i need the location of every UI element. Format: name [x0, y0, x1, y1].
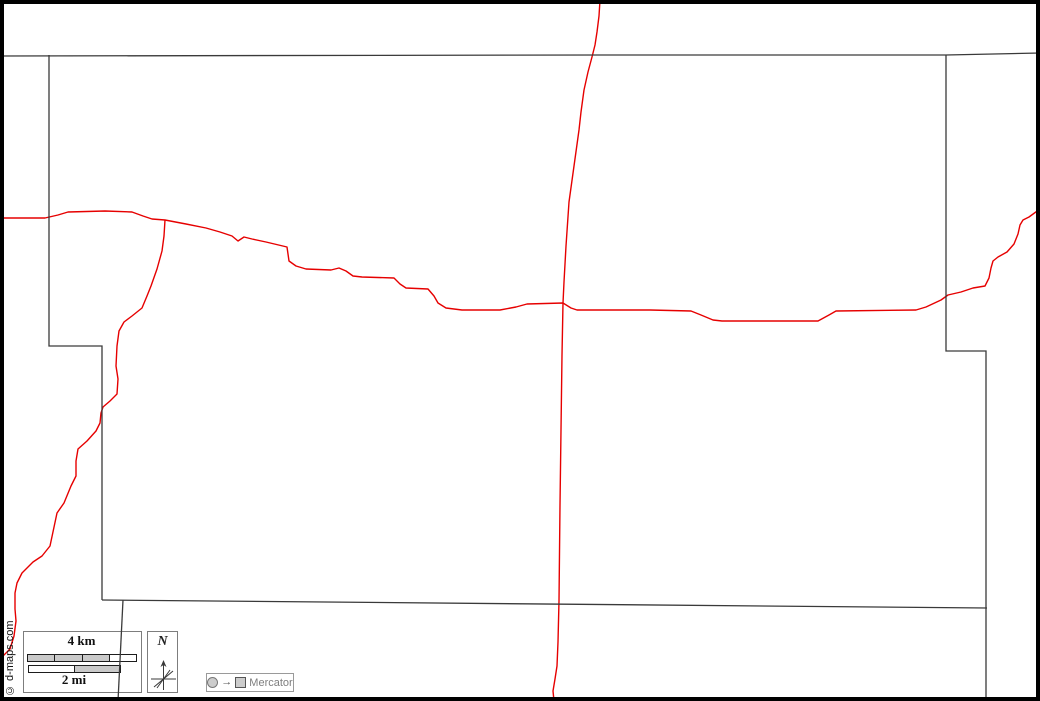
south-boundary-line: [101, 599, 988, 609]
scale-bar-segment-empty: [109, 655, 136, 661]
compass-north-label: N: [157, 634, 168, 649]
east-boundary-line: [945, 55, 987, 701]
scale-box: 4 km 2 mi: [23, 631, 142, 693]
copyright-notice: © d-maps.com: [4, 620, 16, 696]
globe-circle-icon: [207, 677, 219, 688]
scale-km-label: 4 km: [67, 633, 96, 648]
east-west-road: [0, 208, 1040, 322]
projection-badge: → Mercator: [206, 673, 294, 692]
southwest-road: [0, 219, 166, 660]
flat-map-square-icon: [235, 677, 247, 688]
north-south-road: [552, 0, 601, 701]
projection-label: Mercator: [249, 676, 293, 689]
west-boundary-line: [48, 55, 103, 600]
arrow-right-icon: →: [221, 676, 233, 688]
compass-star-icon: [151, 660, 176, 690]
boundaries-group: [0, 52, 1040, 701]
scale-bar-segment-fill: [28, 655, 56, 661]
scale-km-bar: [27, 654, 137, 662]
scale-bar-segment-fill: [55, 655, 83, 661]
scale-mi-label: 2 mi: [61, 672, 87, 687]
north-boundary-line: [0, 52, 1040, 57]
scale-bar-segment-fill: [82, 655, 110, 661]
compass-box: N: [147, 631, 178, 693]
